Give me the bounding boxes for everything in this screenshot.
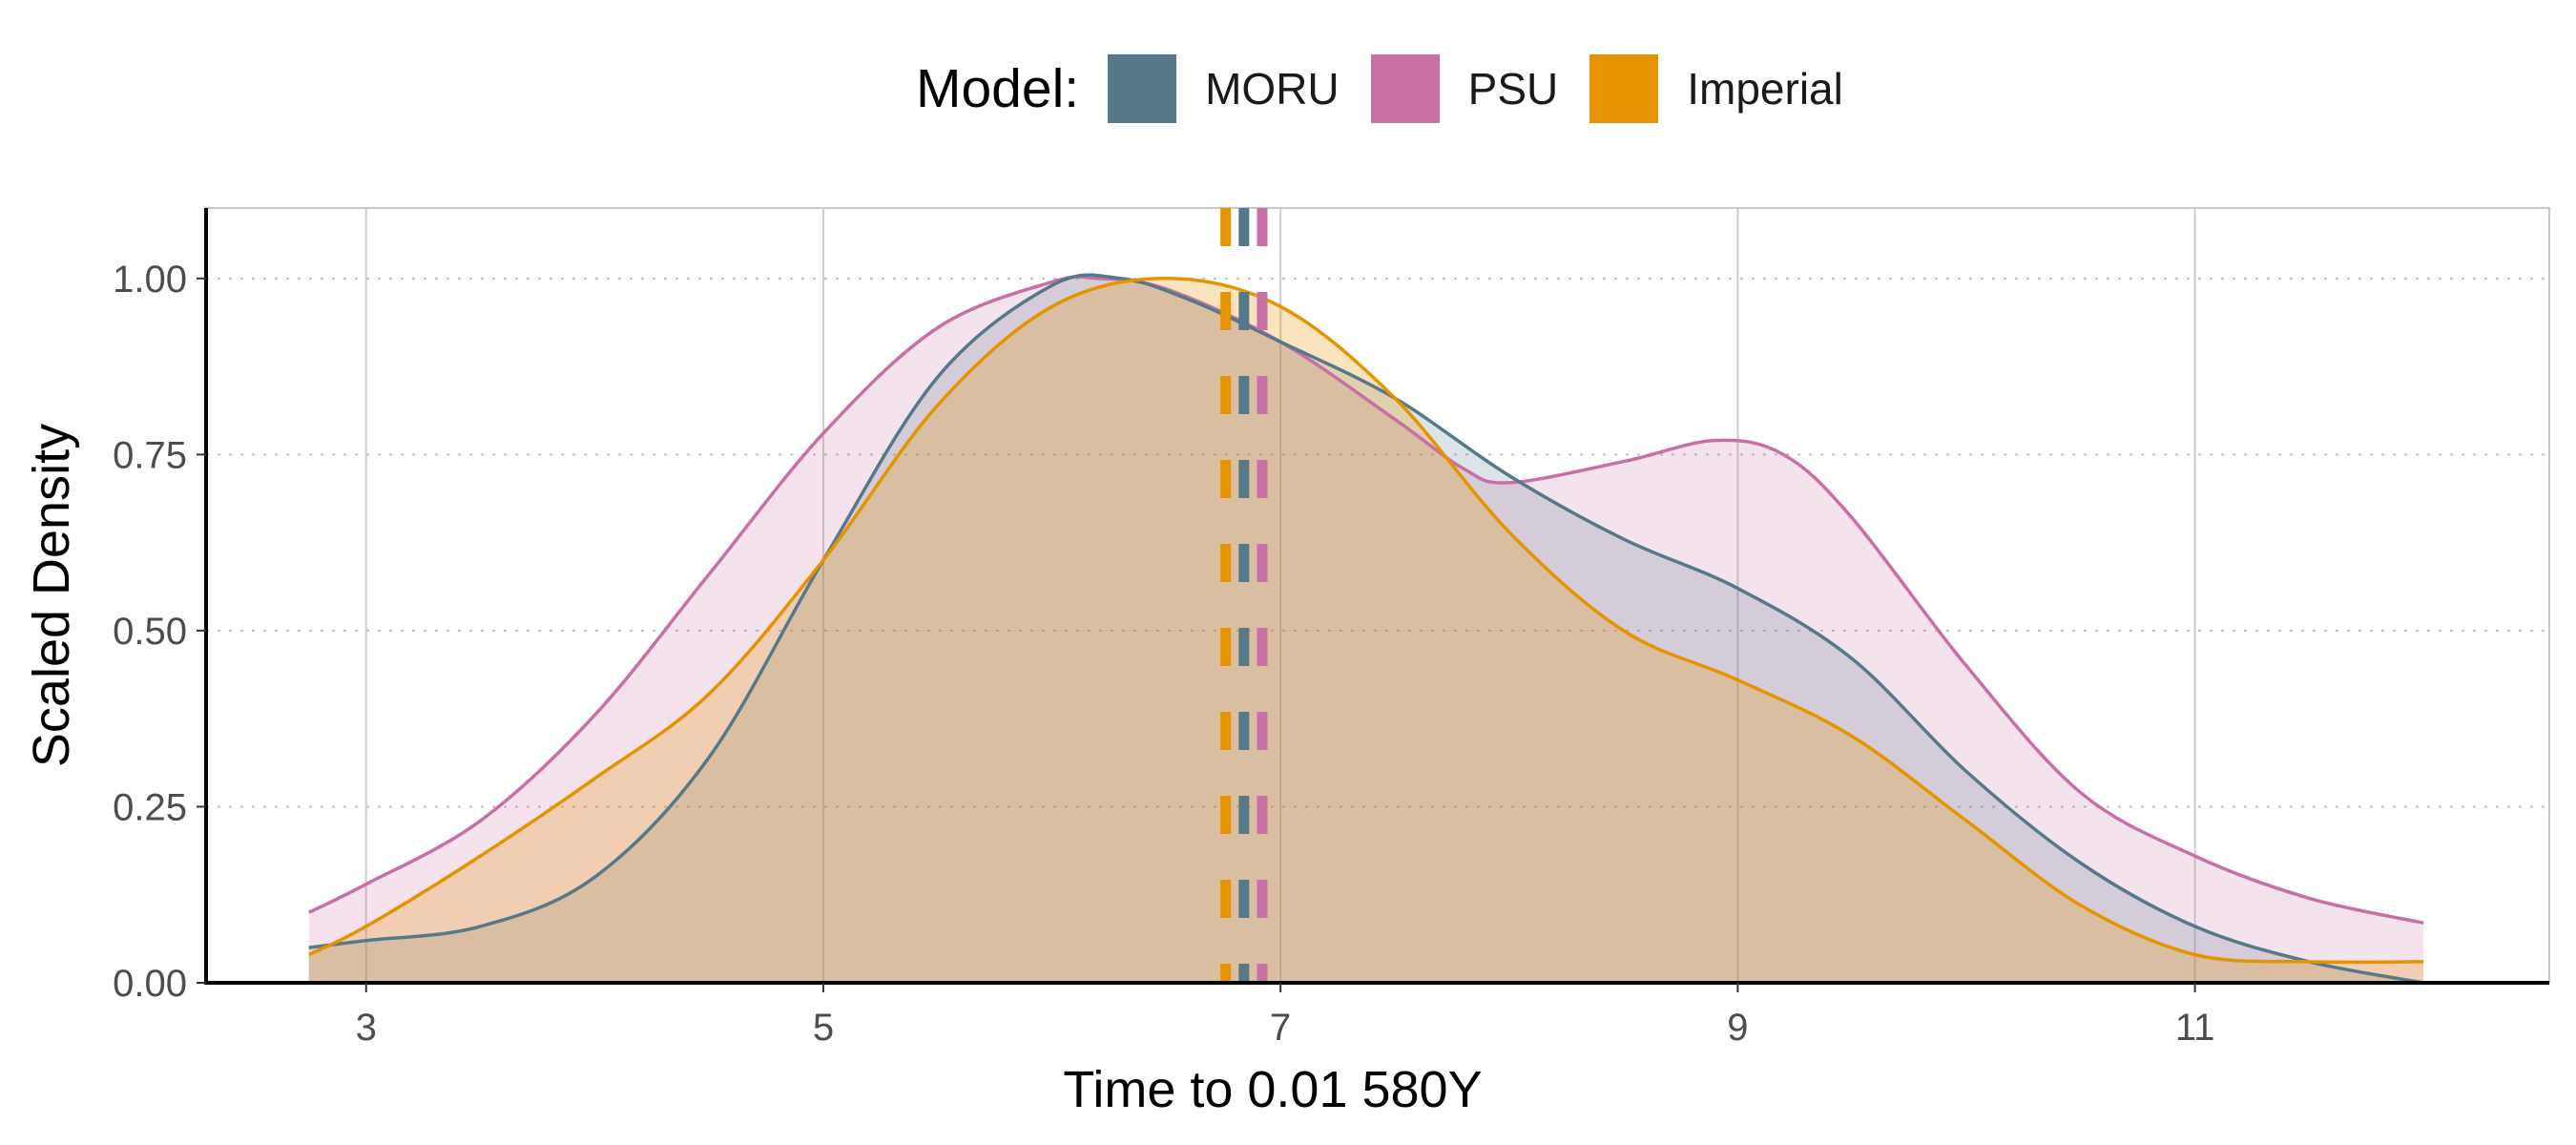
y-tick-label: 1.00 (113, 259, 187, 301)
y-tick-label: 0.25 (113, 786, 187, 828)
legend-key-imperial (1589, 54, 1659, 123)
series-layer (308, 273, 2424, 985)
x-axis-title: Time to 0.01 580Y (1063, 1061, 1482, 1118)
legend-item-psu: PSU (1370, 54, 1559, 123)
density-line-psu (308, 275, 2424, 926)
density-line-moru (308, 273, 2424, 985)
tick-layer: 3 5 7 9 11 0.00 0.25 0.50 0.75 1.00 (113, 259, 2214, 1049)
x-tick-label: 7 (1270, 1007, 1291, 1049)
legend-key-moru (1108, 54, 1177, 123)
y-tick-label: 0.50 (113, 611, 187, 653)
legend-item-moru: MORU (1108, 54, 1340, 123)
legend-title: Model: (916, 58, 1080, 119)
legend-label-moru: MORU (1205, 64, 1340, 114)
density-line-imperial (308, 277, 2424, 965)
y-axis-title: Scaled Density (23, 424, 80, 767)
axis-layer (204, 208, 2549, 985)
x-tick-label: 3 (356, 1007, 377, 1049)
density-area-moru (308, 275, 2424, 983)
x-tick-label: 11 (2175, 1007, 2215, 1049)
legend-label-imperial: Imperial (1687, 64, 1843, 114)
x-tick-label: 9 (1727, 1007, 1748, 1049)
legend-label-psu: PSU (1467, 64, 1559, 114)
legend: Model: MORU PSU Imperial (916, 54, 1875, 123)
legend-key-psu (1370, 54, 1440, 123)
y-tick-label: 0.75 (113, 434, 187, 476)
x-tick-label: 5 (813, 1007, 834, 1049)
density-area-imperial (308, 278, 2424, 983)
legend-item-imperial: Imperial (1589, 54, 1843, 123)
density-area-psu (308, 276, 2424, 984)
y-tick-label: 0.00 (113, 963, 187, 1005)
